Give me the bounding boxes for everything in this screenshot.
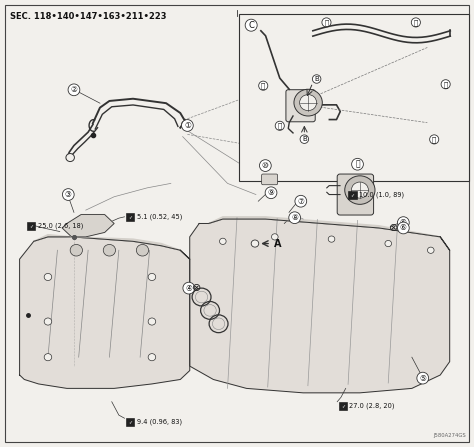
Text: 9.4 (0.96, 83): 9.4 (0.96, 83) xyxy=(137,418,182,425)
Text: ⑪: ⑪ xyxy=(324,19,328,26)
Circle shape xyxy=(148,354,156,361)
Circle shape xyxy=(351,182,368,198)
Circle shape xyxy=(103,245,116,256)
Bar xyxy=(126,418,135,426)
Text: ⑪: ⑪ xyxy=(355,160,360,169)
Circle shape xyxy=(294,89,322,116)
Circle shape xyxy=(148,318,156,325)
Circle shape xyxy=(182,121,188,127)
Text: B: B xyxy=(314,76,319,82)
Text: ⑧: ⑧ xyxy=(291,213,298,222)
Text: ✓: ✓ xyxy=(341,404,345,409)
FancyBboxPatch shape xyxy=(337,174,374,215)
Text: ⊗: ⊗ xyxy=(389,223,399,233)
Text: ③: ③ xyxy=(65,190,72,199)
Text: ①: ① xyxy=(184,121,191,130)
Text: ⑥: ⑥ xyxy=(400,224,407,232)
Text: ⑤: ⑤ xyxy=(419,374,426,383)
Text: ⑥: ⑥ xyxy=(400,218,407,227)
Text: ✓: ✓ xyxy=(128,419,132,424)
Polygon shape xyxy=(190,219,450,393)
Circle shape xyxy=(44,274,52,281)
Circle shape xyxy=(328,236,335,242)
Text: ✓: ✓ xyxy=(29,223,33,228)
Polygon shape xyxy=(62,215,114,237)
Polygon shape xyxy=(34,235,190,259)
Circle shape xyxy=(44,354,52,361)
Text: ⑪: ⑪ xyxy=(261,82,265,89)
Polygon shape xyxy=(209,217,450,250)
Text: 25.0 (2.6, 18): 25.0 (2.6, 18) xyxy=(37,223,83,229)
Text: ✓: ✓ xyxy=(128,214,132,219)
Circle shape xyxy=(44,318,52,325)
Text: ⑫: ⑫ xyxy=(278,122,282,129)
Text: C: C xyxy=(248,21,254,30)
Text: J580A274GS: J580A274GS xyxy=(433,433,466,439)
Bar xyxy=(338,402,347,410)
Text: ⑫: ⑫ xyxy=(432,136,437,143)
Text: ⑫: ⑫ xyxy=(414,19,418,26)
Bar xyxy=(27,222,35,230)
Text: 10.0 (1.0, 89): 10.0 (1.0, 89) xyxy=(359,191,404,198)
Bar xyxy=(239,14,469,181)
Text: SEC. 118•140•147•163•211•223: SEC. 118•140•147•163•211•223 xyxy=(10,12,167,21)
Text: A: A xyxy=(274,239,282,249)
Text: ⑩: ⑩ xyxy=(262,161,269,170)
Circle shape xyxy=(137,245,149,256)
Polygon shape xyxy=(19,237,190,388)
Circle shape xyxy=(300,95,317,111)
Text: ②: ② xyxy=(71,85,77,94)
Text: ⑦: ⑦ xyxy=(297,197,304,206)
Text: ✓: ✓ xyxy=(350,192,355,197)
Circle shape xyxy=(219,238,226,245)
Text: ⑪: ⑪ xyxy=(444,81,448,88)
FancyBboxPatch shape xyxy=(262,174,278,185)
Circle shape xyxy=(428,247,434,253)
Circle shape xyxy=(345,176,375,204)
Circle shape xyxy=(385,240,392,247)
Circle shape xyxy=(148,274,156,281)
Text: ⑨: ⑨ xyxy=(268,188,274,197)
FancyBboxPatch shape xyxy=(286,90,315,122)
Bar xyxy=(348,190,356,198)
Text: ④: ④ xyxy=(185,283,192,293)
Circle shape xyxy=(251,240,259,247)
Text: ⊗: ⊗ xyxy=(192,283,201,293)
Circle shape xyxy=(66,153,74,161)
Text: 5.1 (0.52, 45): 5.1 (0.52, 45) xyxy=(137,214,182,220)
Text: 27.0 (2.8, 20): 27.0 (2.8, 20) xyxy=(349,403,395,409)
Circle shape xyxy=(272,234,278,240)
Bar xyxy=(126,213,135,221)
Circle shape xyxy=(70,245,82,256)
Text: B: B xyxy=(302,136,307,142)
